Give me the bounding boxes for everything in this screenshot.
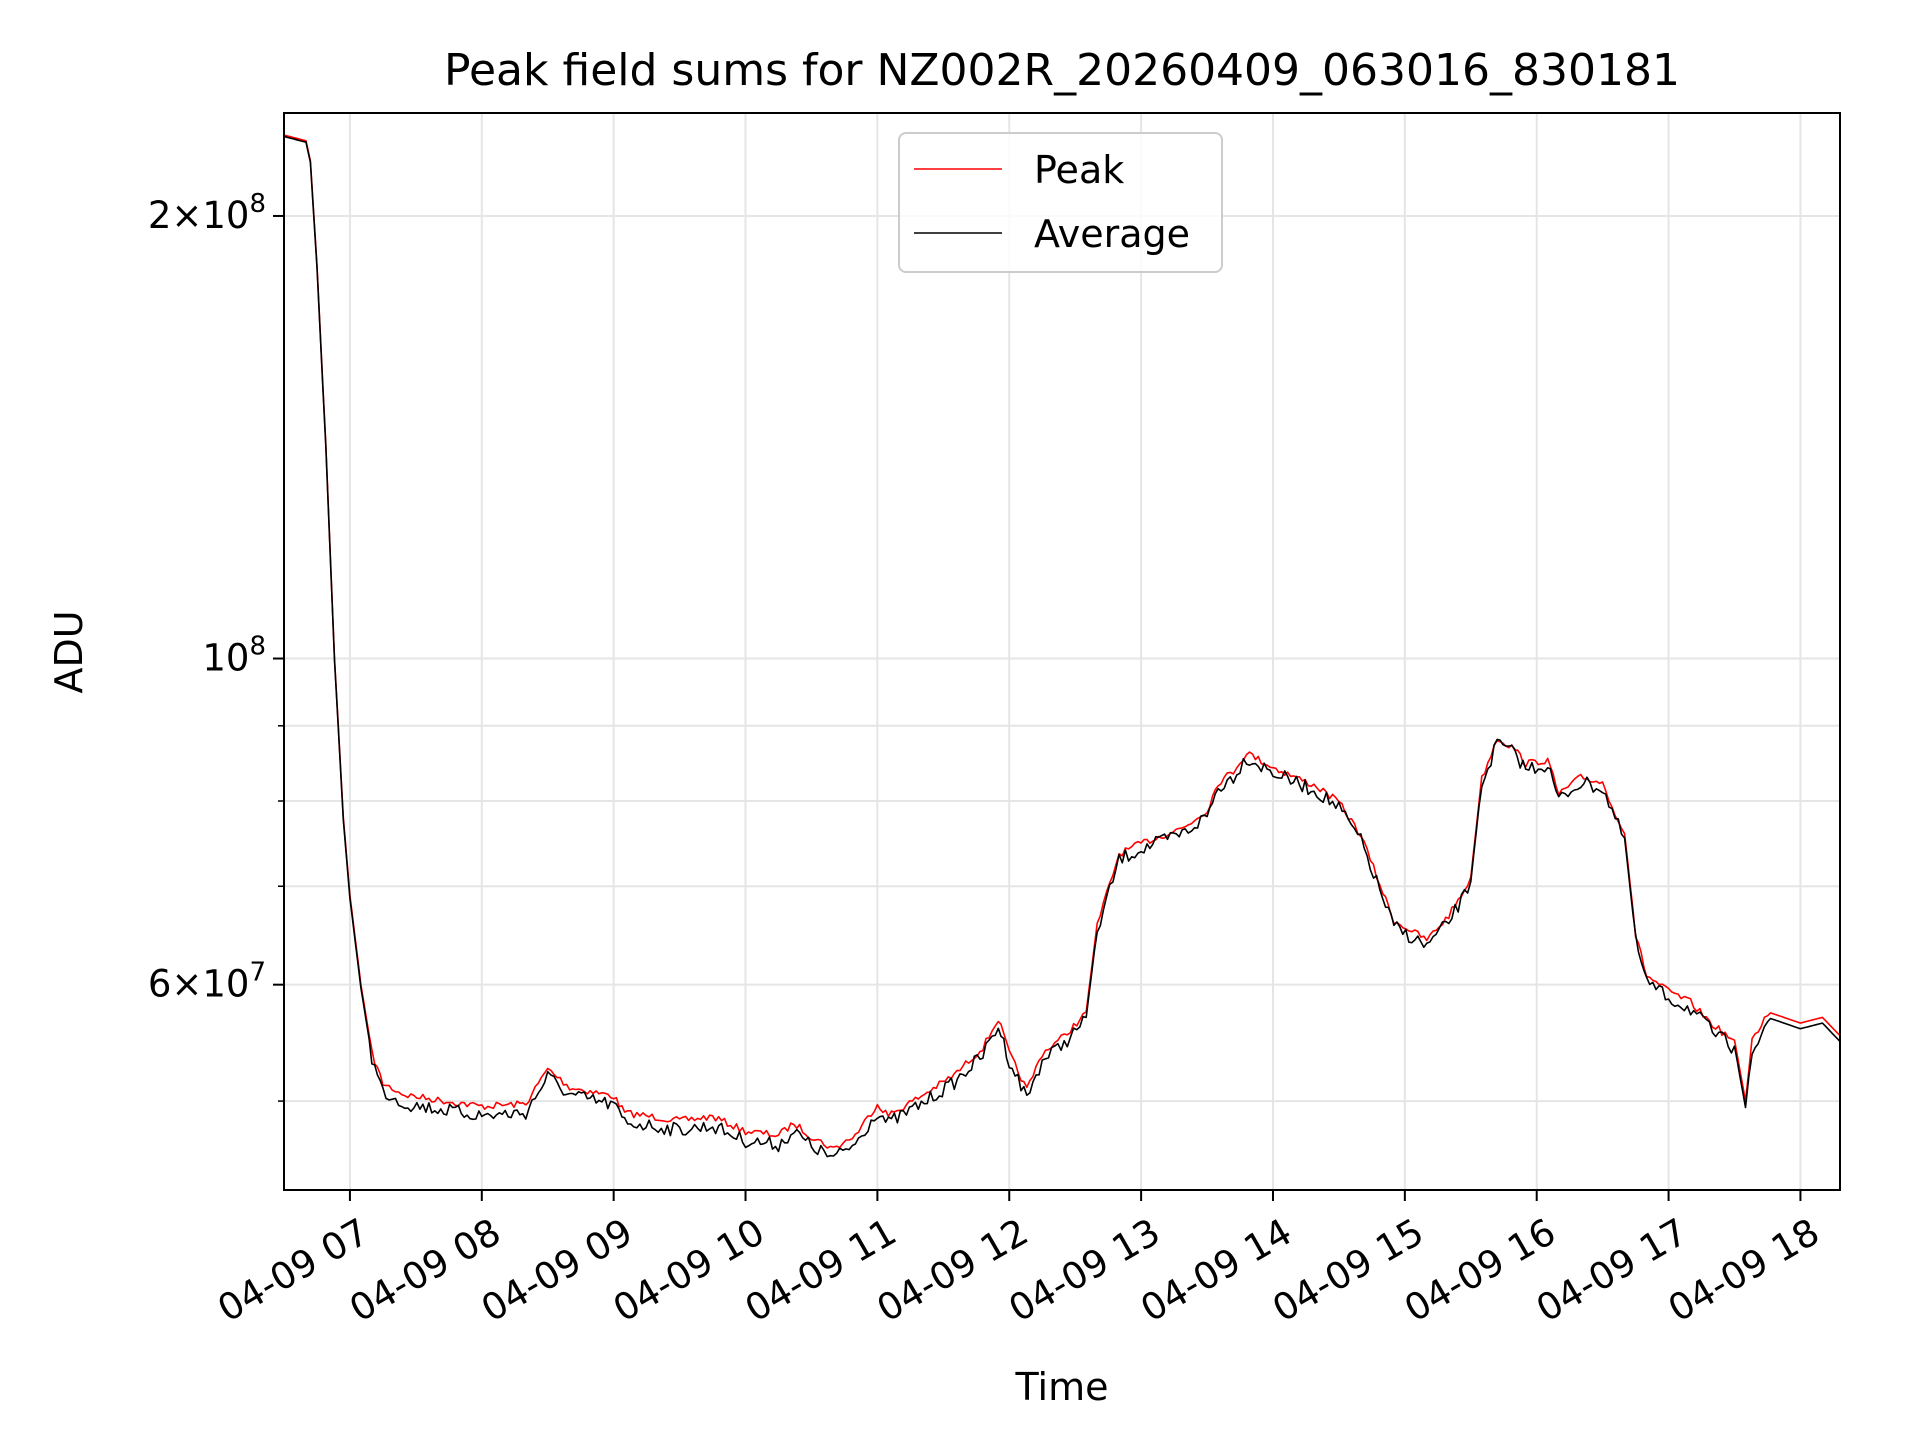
y-tick-label: 108 [202, 632, 266, 680]
x-axis-label: Time [1015, 1365, 1109, 1409]
y-axis-label: ADU [47, 610, 91, 693]
y-tick-label: 2×108 [148, 189, 266, 237]
legend-box [898, 132, 1223, 273]
series-layer [284, 134, 1840, 1158]
y-tick-label: 6×107 [148, 958, 266, 1006]
series-line-peak [284, 134, 1840, 1149]
chart-title: Peak field sums for NZ002R_20260409_0630… [444, 45, 1680, 96]
plot-frame [283, 112, 1841, 1191]
legend-peak-label: Peak [1034, 148, 1124, 192]
y-axis: 2×108 108 6×107 [148, 189, 284, 1102]
legend-average-label: Average [1034, 212, 1190, 256]
grid [284, 113, 1840, 1190]
series-line-average [284, 135, 1840, 1158]
legend: Peak Average [898, 132, 1223, 273]
